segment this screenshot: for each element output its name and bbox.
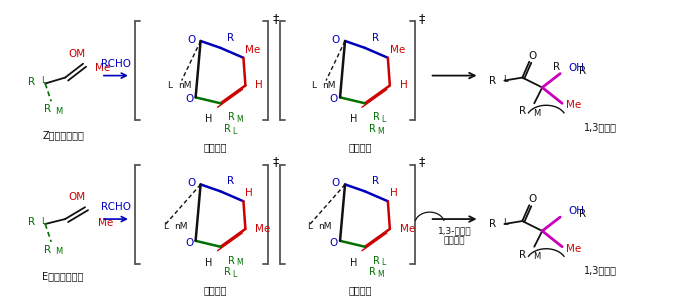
Text: L: L xyxy=(307,223,312,232)
Text: O: O xyxy=(186,94,194,104)
Text: H: H xyxy=(349,257,357,268)
Text: R: R xyxy=(28,77,35,86)
Text: H: H xyxy=(256,80,263,91)
Text: L: L xyxy=(162,223,168,232)
Text: R: R xyxy=(43,245,51,255)
Text: R: R xyxy=(489,75,496,86)
Text: L: L xyxy=(381,258,385,267)
Text: 1,3－順式: 1,3－順式 xyxy=(584,122,617,132)
Text: nM: nM xyxy=(174,223,187,232)
Text: O: O xyxy=(528,194,536,204)
Text: H: H xyxy=(246,188,253,198)
Text: Me: Me xyxy=(256,224,271,234)
Text: R: R xyxy=(519,250,526,260)
Text: R: R xyxy=(553,62,560,72)
Text: H: H xyxy=(390,188,398,198)
Text: L: L xyxy=(503,74,508,83)
Text: R: R xyxy=(225,268,232,277)
Text: ‡: ‡ xyxy=(419,12,425,25)
Text: RCHO: RCHO xyxy=(101,59,131,69)
Text: O: O xyxy=(332,179,340,188)
Text: 不利構象: 不利構象 xyxy=(348,142,372,152)
Text: R: R xyxy=(372,176,379,187)
Text: Z型烯醇負離子: Z型烯醇負離子 xyxy=(42,130,84,140)
Text: O: O xyxy=(188,179,195,188)
Text: R: R xyxy=(369,268,376,277)
Text: L: L xyxy=(41,77,46,86)
Text: O: O xyxy=(528,51,536,61)
Text: O: O xyxy=(330,94,338,104)
Text: R: R xyxy=(225,124,232,134)
Text: M: M xyxy=(55,247,62,256)
Text: 有利構象: 有利構象 xyxy=(204,285,228,295)
Text: M: M xyxy=(55,107,62,116)
Text: R: R xyxy=(369,124,376,134)
Text: 1,3-烯丙位: 1,3-烯丙位 xyxy=(438,226,471,235)
Text: nM: nM xyxy=(318,223,332,232)
Text: OM: OM xyxy=(69,49,85,59)
Text: R: R xyxy=(579,66,586,76)
Text: Me: Me xyxy=(390,45,405,55)
Text: R: R xyxy=(228,112,235,122)
Text: O: O xyxy=(186,238,194,248)
Text: M: M xyxy=(533,109,540,118)
Text: OM: OM xyxy=(69,192,85,202)
Text: O: O xyxy=(332,35,340,45)
Text: 1,3－順式: 1,3－順式 xyxy=(584,266,617,276)
Text: Me: Me xyxy=(95,63,111,73)
Text: R: R xyxy=(373,256,380,266)
Text: 不利構象: 不利構象 xyxy=(348,285,372,295)
Text: R: R xyxy=(43,104,51,114)
Text: H: H xyxy=(349,114,357,124)
Text: Me: Me xyxy=(98,218,113,228)
Text: R: R xyxy=(489,219,496,229)
Text: M: M xyxy=(377,270,384,279)
Text: OH: OH xyxy=(568,63,584,73)
Text: H: H xyxy=(400,80,407,91)
Text: OH: OH xyxy=(568,206,584,216)
Text: R: R xyxy=(28,217,35,227)
Text: O: O xyxy=(330,238,338,248)
Text: R: R xyxy=(228,33,234,43)
Text: Me: Me xyxy=(566,244,582,254)
Text: R: R xyxy=(228,176,234,187)
Text: ‡: ‡ xyxy=(272,155,279,168)
Text: L: L xyxy=(381,115,385,124)
Text: H: H xyxy=(205,257,213,268)
Text: H: H xyxy=(205,114,213,124)
Text: L: L xyxy=(232,126,237,136)
Text: O: O xyxy=(188,35,195,45)
Text: nM: nM xyxy=(322,81,335,90)
Text: L: L xyxy=(41,217,46,226)
Text: RCHO: RCHO xyxy=(101,202,131,212)
Text: Me: Me xyxy=(566,100,582,110)
Text: ‡: ‡ xyxy=(419,155,425,168)
Text: R: R xyxy=(579,209,586,219)
Text: nM: nM xyxy=(178,81,191,90)
Text: L: L xyxy=(167,81,172,90)
Text: M: M xyxy=(377,126,384,136)
Text: E型烯醇負離子: E型烯醇負離子 xyxy=(43,271,84,281)
Text: R: R xyxy=(373,112,380,122)
Text: 有利構象: 有利構象 xyxy=(204,142,228,152)
Text: M: M xyxy=(237,258,243,267)
Text: ‡: ‡ xyxy=(272,12,279,25)
Text: R: R xyxy=(372,33,379,43)
Text: Me: Me xyxy=(400,224,415,234)
Text: M: M xyxy=(237,115,243,124)
Text: L: L xyxy=(232,270,237,279)
Text: Me: Me xyxy=(246,45,260,55)
Text: R: R xyxy=(228,256,235,266)
Text: R: R xyxy=(519,106,526,116)
Text: 位阻減小: 位阻減小 xyxy=(444,236,466,245)
Text: L: L xyxy=(311,81,316,90)
Text: M: M xyxy=(533,252,540,261)
Text: L: L xyxy=(503,218,508,227)
